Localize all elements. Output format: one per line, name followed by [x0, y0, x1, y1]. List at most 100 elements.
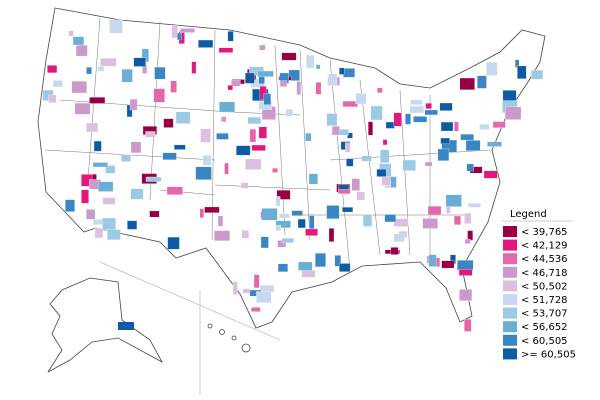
- region: [487, 141, 502, 147]
- region: [154, 66, 166, 80]
- region: [464, 238, 471, 244]
- region: [305, 228, 318, 236]
- region: [224, 162, 229, 175]
- region: [52, 80, 64, 88]
- region: [121, 69, 133, 83]
- legend-swatch: [503, 294, 517, 305]
- legend-label: < 53,707: [521, 309, 568, 320]
- region: [121, 154, 131, 162]
- region: [199, 208, 205, 219]
- region: [202, 154, 212, 166]
- region: [177, 32, 182, 41]
- region: [346, 158, 354, 167]
- region: [86, 209, 96, 220]
- region: [393, 112, 402, 127]
- region: [343, 68, 355, 78]
- region: [251, 144, 266, 151]
- region: [260, 284, 275, 293]
- region: [441, 260, 455, 269]
- region: [275, 220, 291, 229]
- region: [227, 31, 234, 42]
- region: [458, 269, 473, 276]
- region: [167, 236, 180, 250]
- region: [384, 214, 397, 223]
- region: [425, 103, 432, 109]
- region: [413, 116, 428, 123]
- region: [367, 121, 373, 136]
- region: [362, 214, 373, 227]
- region: [219, 101, 236, 113]
- legend-swatch: [503, 253, 517, 265]
- region: [445, 194, 462, 207]
- legend-label: < 60,505: [521, 336, 568, 347]
- region: [338, 184, 349, 190]
- region: [195, 166, 212, 180]
- region: [301, 270, 316, 278]
- region: [393, 233, 405, 243]
- region: [180, 28, 195, 33]
- region: [483, 170, 498, 179]
- region: [459, 289, 473, 301]
- region: [109, 19, 123, 34]
- region: [382, 139, 388, 146]
- region: [133, 57, 146, 67]
- region: [48, 94, 57, 103]
- region: [85, 122, 99, 133]
- region: [453, 215, 461, 225]
- region: [339, 263, 351, 272]
- region: [214, 230, 230, 242]
- region: [216, 133, 229, 140]
- region: [71, 81, 87, 94]
- region: [204, 206, 220, 213]
- region: [145, 176, 162, 182]
- region: [102, 197, 116, 205]
- region: [355, 93, 367, 105]
- region: [200, 128, 211, 143]
- region: [272, 168, 278, 173]
- region: [381, 176, 391, 186]
- region: [306, 54, 315, 69]
- region: [505, 106, 522, 120]
- region: [93, 140, 102, 152]
- region: [251, 307, 261, 312]
- legend-swatch: [503, 226, 517, 237]
- region: [457, 260, 474, 271]
- region: [244, 72, 255, 84]
- region: [276, 189, 291, 200]
- region: [356, 191, 365, 201]
- region: [285, 109, 294, 117]
- region: [405, 113, 411, 125]
- region: [245, 158, 262, 170]
- region: [89, 97, 106, 104]
- region: [460, 134, 474, 141]
- region: [81, 189, 89, 204]
- region: [162, 152, 177, 161]
- region: [105, 165, 116, 174]
- region: [86, 67, 92, 75]
- region: [166, 186, 183, 195]
- region: [331, 126, 340, 136]
- legend-swatch: [503, 348, 517, 360]
- legend-swatch: [503, 280, 517, 292]
- region: [261, 208, 278, 221]
- region: [339, 67, 345, 75]
- region: [231, 79, 241, 87]
- region: [517, 65, 527, 79]
- region: [275, 225, 282, 231]
- legend-label: < 39,765: [521, 227, 568, 238]
- region: [173, 144, 186, 150]
- region: [191, 61, 197, 74]
- region: [345, 142, 351, 153]
- regions: [42, 19, 543, 332]
- region: [422, 218, 438, 229]
- region: [377, 87, 383, 94]
- region: [465, 140, 481, 152]
- region: [296, 81, 301, 95]
- region: [217, 215, 224, 227]
- region: [277, 240, 287, 248]
- region: [424, 109, 438, 116]
- legend-label: < 56,652: [521, 322, 568, 333]
- region: [424, 161, 433, 167]
- region: [275, 196, 281, 207]
